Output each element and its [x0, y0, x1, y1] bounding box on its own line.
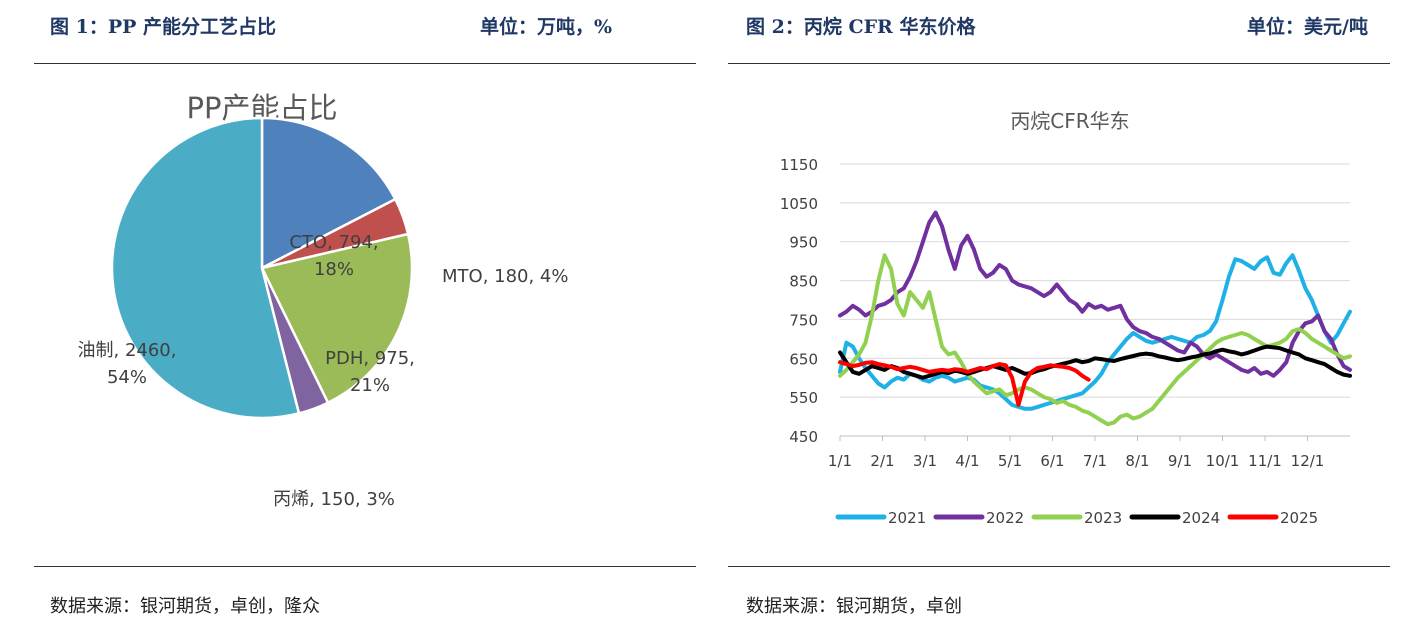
pie-slice-cto — [260, 116, 397, 271]
x-tick-label: 3/1 — [913, 452, 937, 470]
pie-slice-油制 — [110, 116, 301, 420]
y-tick-label: 1150 — [780, 156, 818, 174]
legend-label-2022: 2022 — [986, 509, 1024, 527]
left-figure-unit: 单位：万吨，% — [479, 16, 612, 38]
legend-label-2021: 2021 — [888, 509, 926, 527]
series-line-2024 — [838, 344, 1352, 380]
pie-label-油制: 油制, 2460, — [78, 340, 177, 361]
y-tick-label: 750 — [789, 311, 818, 329]
x-tick-label: 8/1 — [1125, 452, 1149, 470]
pie-label-丙烯: 丙烯, 150, 3% — [273, 489, 395, 510]
pie-label-mto: MTO, 180, 4% — [442, 266, 569, 287]
x-tick-label: 4/1 — [955, 452, 979, 470]
legend-label-2024: 2024 — [1182, 509, 1220, 527]
legend-label-2025: 2025 — [1280, 509, 1318, 527]
y-tick-label: 550 — [789, 389, 818, 407]
x-tick-label: 5/1 — [998, 452, 1022, 470]
y-tick-label: 850 — [789, 273, 818, 291]
left-figure-panel: 图 1：PP 产能分工艺占比 单位：万吨，% PP产能占比 CTO, 794, 1… — [34, 0, 696, 630]
right-figure-header: 图 2：丙烷 CFR 华东价格 单位：美元/吨 — [728, 12, 1390, 42]
x-tick-label: 7/1 — [1083, 452, 1107, 470]
right-bottom-divider — [728, 566, 1390, 567]
x-tick-label: 1/1 — [828, 452, 852, 470]
left-figure-title: 图 1：PP 产能分工艺占比 — [50, 16, 277, 38]
x-tick-label: 6/1 — [1040, 452, 1064, 470]
line-chart-title: 丙烷CFR华东 — [1010, 109, 1129, 133]
pie-label-cto-pct: 18% — [314, 259, 354, 280]
x-tick-label: 12/1 — [1291, 452, 1325, 470]
x-tick-label: 2/1 — [870, 452, 894, 470]
x-tick-label: 11/1 — [1248, 452, 1282, 470]
pie-chart: PP产能占比 CTO, 794,18% MTO, 180, 4%PDH, 975,… — [78, 91, 569, 510]
y-tick-label: 1050 — [780, 195, 818, 213]
series-line-2021 — [838, 253, 1352, 411]
right-figure-panel: 图 2：丙烷 CFR 华东价格 单位：美元/吨 丙烷CFR华东 1150 1050… — [728, 0, 1390, 630]
pie-label-pdh: PDH, 975, — [325, 348, 415, 369]
pie-label-cto: CTO, 794, — [289, 232, 378, 253]
y-tick-label: 950 — [789, 234, 818, 252]
line-chart: 丙烷CFR华东 1150 1050 950 850 750 650 550 450 1/1 2/1… — [780, 109, 1352, 527]
series-line-2022 — [838, 210, 1352, 378]
x-tick-label: 9/1 — [1168, 452, 1192, 470]
right-figure-title: 图 2：丙烷 CFR 华东价格 — [746, 16, 976, 38]
pie-slice-pdh — [260, 232, 414, 405]
legend-label-2023: 2023 — [1084, 509, 1122, 527]
series-line-2025 — [838, 360, 1091, 407]
pie-label-pdh-pct: 21% — [350, 375, 390, 396]
right-top-divider — [728, 63, 1390, 64]
left-bottom-divider — [34, 566, 696, 567]
right-figure-source: 数据来源：银河期货，卓创 — [746, 596, 962, 617]
left-figure-source: 数据来源：银河期货，卓创，隆众 — [50, 596, 320, 617]
y-tick-label: 650 — [789, 350, 818, 368]
pie-label-油制-pct: 54% — [107, 367, 147, 388]
left-top-divider — [34, 63, 696, 64]
right-figure-unit: 单位：美元/吨 — [1247, 16, 1368, 38]
y-tick-label: 450 — [789, 428, 818, 446]
x-tick-label: 10/1 — [1206, 452, 1240, 470]
left-figure-header: 图 1：PP 产能分工艺占比 单位：万吨，% — [34, 12, 696, 42]
